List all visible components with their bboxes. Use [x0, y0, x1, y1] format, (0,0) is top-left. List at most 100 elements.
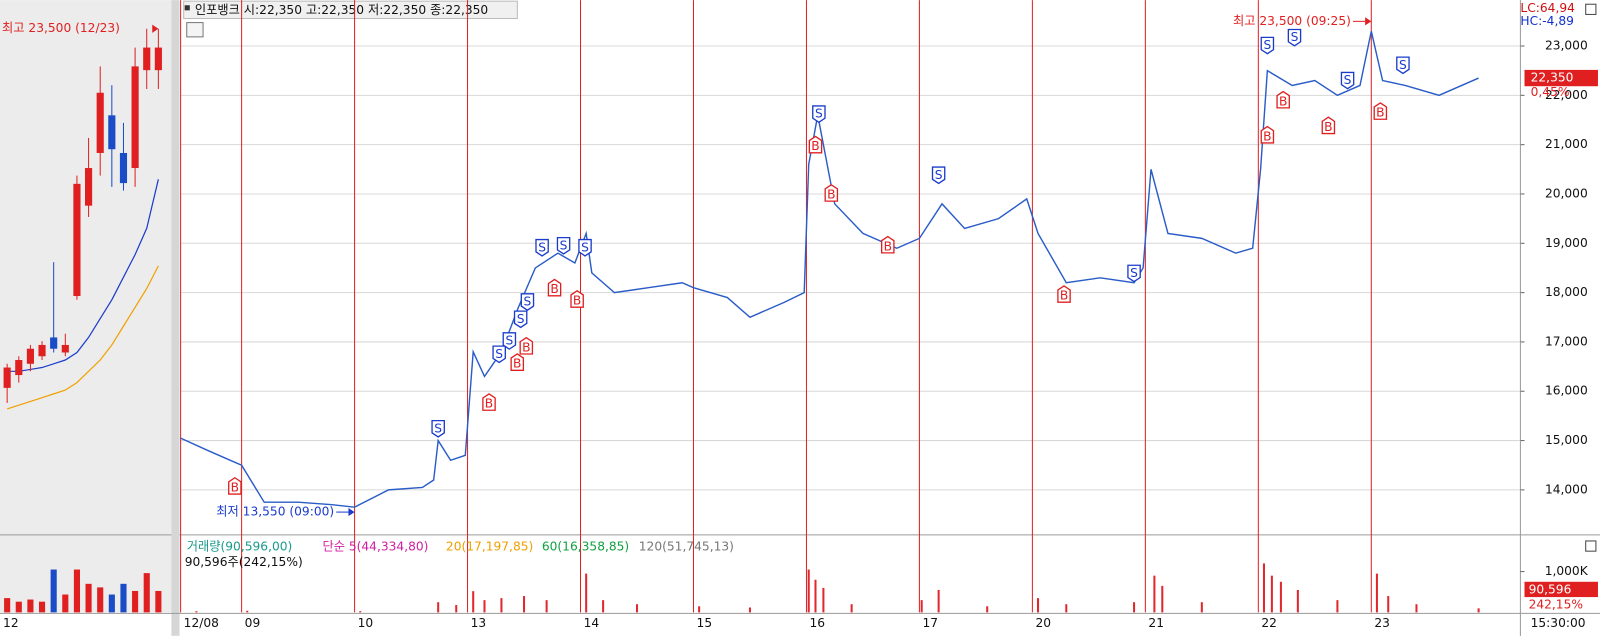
- volume-bar: [246, 610, 249, 613]
- buy-marker: [519, 336, 534, 355]
- daily-panel-bg: [0, 0, 172, 613]
- sell-marker: [431, 419, 445, 438]
- ma60-line: [6, 265, 159, 410]
- signal-label: S: [935, 168, 943, 182]
- volume-bar: [635, 604, 639, 613]
- daily-volume-bar: [85, 583, 92, 613]
- signal-label: S: [505, 333, 513, 347]
- last-price-box: [1524, 69, 1598, 87]
- signal-label: S: [581, 240, 589, 254]
- buy-marker: [1057, 285, 1071, 303]
- x-tick-label: 14: [584, 616, 600, 630]
- volume-bar: [1153, 575, 1156, 613]
- sell-marker: [513, 310, 528, 329]
- signal-label: S: [560, 238, 568, 252]
- panel-button[interactable]: [1585, 3, 1597, 15]
- buy-marker: [1321, 116, 1336, 135]
- volume-bar: [585, 573, 588, 613]
- signal-label: S: [1399, 58, 1407, 72]
- daily-volume-bar: [4, 598, 11, 613]
- volume-bar: [1296, 589, 1299, 613]
- candle-body: [73, 183, 81, 297]
- daily-volume-bar: [143, 573, 150, 613]
- candle-body: [96, 92, 104, 153]
- signal-label: S: [1263, 38, 1271, 52]
- legend-ma120: 120(51,745,13): [639, 540, 734, 554]
- volume-bar: [1161, 585, 1164, 613]
- buy-marker: [228, 476, 242, 495]
- candle-body: [108, 115, 116, 150]
- time-label: 15:30:00: [1531, 616, 1586, 630]
- signal-label: S: [434, 421, 442, 435]
- sell-marker: [931, 166, 946, 185]
- panel-button[interactable]: [1585, 540, 1597, 552]
- volume-bar: [814, 579, 817, 613]
- volume-bar: [500, 598, 503, 613]
- buy-marker: [510, 353, 525, 371]
- volume-bar: [1387, 596, 1390, 613]
- signal-label: B: [1263, 129, 1271, 143]
- x-tick-label: 15: [697, 616, 713, 630]
- buy-marker: [570, 290, 584, 308]
- volume-bar: [1065, 604, 1068, 613]
- candle-body: [61, 344, 69, 353]
- sell-marker: [1287, 28, 1302, 47]
- volume-bar: [1200, 602, 1203, 613]
- volume-bar: [1279, 581, 1282, 613]
- price-line: [180, 31, 1479, 508]
- legend-ma5: 단순 5(44,334,80): [322, 540, 428, 554]
- low-arrowhead: [348, 508, 355, 517]
- volume-last-label: 90,596: [1529, 582, 1572, 596]
- y-tick-label: 16,000: [1545, 384, 1588, 398]
- volume-bar: [472, 591, 475, 613]
- candle-body: [50, 337, 58, 349]
- signal-label: B: [1324, 120, 1332, 134]
- daily-volume-bar: [62, 594, 69, 613]
- daily-volume-bar: [97, 587, 104, 613]
- volume-bar: [195, 611, 198, 613]
- x-tick-label: 22: [1261, 616, 1277, 630]
- change-label: 0,45%: [1531, 85, 1570, 99]
- buy-marker: [482, 393, 496, 411]
- y-tick-label: 23,000: [1545, 39, 1588, 53]
- buy-marker: [1260, 125, 1275, 144]
- signal-label: B: [827, 187, 835, 201]
- candle-body: [26, 348, 34, 364]
- buy-marker: [881, 235, 895, 254]
- volume-bar: [1477, 608, 1480, 613]
- title-box: [183, 0, 518, 20]
- buy-marker: [1276, 90, 1290, 109]
- y-tick-label: 19,000: [1545, 236, 1588, 250]
- volume-bar: [437, 602, 440, 613]
- y-tick-label: 1,000K: [1545, 564, 1589, 578]
- x-tick-label: 16: [810, 616, 826, 630]
- sell-marker: [492, 345, 506, 364]
- signal-label: B: [573, 294, 581, 308]
- signal-label: S: [1344, 73, 1352, 87]
- x-tick-label: 23: [1374, 616, 1390, 630]
- buy-marker: [824, 183, 839, 202]
- daily-volume-bar: [132, 590, 139, 613]
- signal-label: S: [538, 240, 546, 254]
- signal-label: B: [1060, 289, 1068, 303]
- volume-bar: [986, 606, 989, 613]
- high-label: 최고 23,500 (09:25): [1233, 14, 1351, 28]
- last-price-label: 22,350: [1531, 71, 1574, 85]
- buy-marker: [547, 278, 562, 297]
- x-tick-label: 09: [245, 616, 261, 630]
- volume-bar: [807, 569, 810, 613]
- volume-bar: [1336, 600, 1339, 613]
- daily-volume-bar: [108, 594, 115, 613]
- volume-bar: [523, 596, 526, 613]
- sell-marker: [520, 293, 535, 311]
- table-button[interactable]: [186, 22, 204, 38]
- candle-body: [143, 47, 151, 71]
- daily-bottom-label: 12: [3, 616, 19, 630]
- daily-volume-bar: [38, 601, 46, 613]
- hc-label: HC:-4,89: [1520, 14, 1574, 28]
- daily-volume-bar: [50, 569, 57, 613]
